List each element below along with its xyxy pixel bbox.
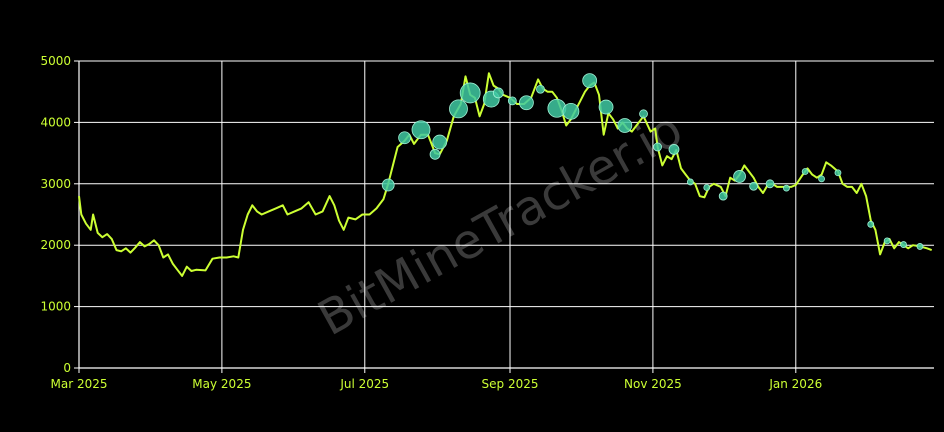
purchase-marker xyxy=(900,241,907,248)
purchase-marker xyxy=(834,169,842,177)
purchase-marker xyxy=(818,175,825,183)
x-tick-label: Jan 2026 xyxy=(768,377,822,391)
purchase-marker xyxy=(686,178,694,186)
x-axis-label: date xyxy=(490,406,522,422)
purchase-marker xyxy=(519,95,534,111)
purchase-marker xyxy=(639,109,648,119)
purchase-marker xyxy=(492,87,504,99)
purchase-marker xyxy=(429,148,441,160)
purchase-marker xyxy=(598,99,614,115)
y-tick-label: 2000 xyxy=(40,238,71,252)
purchase-marker xyxy=(733,170,746,183)
y-tick-label: 3000 xyxy=(40,177,71,191)
purchase-marker xyxy=(459,82,481,104)
purchase-marker xyxy=(653,142,662,152)
x-axis-ticks: Mar 2025 May 2025 Jul 2025 Sep 2025 Nov 2025… xyxy=(51,368,822,391)
purchase-marker xyxy=(617,118,633,133)
purchase-marker xyxy=(411,120,431,140)
y-tick-label: 4000 xyxy=(40,115,71,129)
x-tick-label: Jul 2025 xyxy=(339,377,389,391)
purchase-marker xyxy=(801,168,809,175)
y-axis-ticks: 0 1000 2000 3000 4000 5000 xyxy=(40,54,79,375)
purchase-marker xyxy=(783,184,790,192)
grid-lines xyxy=(78,60,934,369)
purchase-marker xyxy=(718,191,728,201)
purchase-marker xyxy=(703,184,711,191)
purchase-marker xyxy=(449,99,468,119)
x-tick-label: May 2025 xyxy=(192,377,251,391)
purchase-marker xyxy=(883,237,891,245)
purchase-marker xyxy=(562,102,580,120)
x-tick-label: Nov 2025 xyxy=(624,377,682,391)
purchase-marker xyxy=(507,96,517,106)
chart-title: ETH Price & BMNR Purchases xyxy=(368,18,615,38)
y-tick-label: 5000 xyxy=(40,54,71,68)
purchase-marker xyxy=(765,179,775,189)
purchase-marker xyxy=(582,73,598,89)
purchase-marker xyxy=(668,144,680,155)
x-tick-label: Mar 2025 xyxy=(51,377,108,391)
purchase-marker xyxy=(916,243,924,250)
purchase-marker xyxy=(432,134,448,150)
purchase-marker xyxy=(398,131,412,145)
purchase-marker xyxy=(381,178,395,192)
purchase-marker xyxy=(536,84,545,94)
y-tick-label: 1000 xyxy=(40,300,71,314)
watermark-text: BitMineTracker.io xyxy=(309,101,692,347)
y-tick-label: 0 xyxy=(63,361,71,375)
purchase-marker xyxy=(867,220,875,228)
y-axis-label: Price (USD) xyxy=(13,178,29,257)
purchase-markers xyxy=(381,73,924,250)
x-tick-label: Sep 2025 xyxy=(482,377,539,391)
purchase-marker xyxy=(749,181,759,191)
